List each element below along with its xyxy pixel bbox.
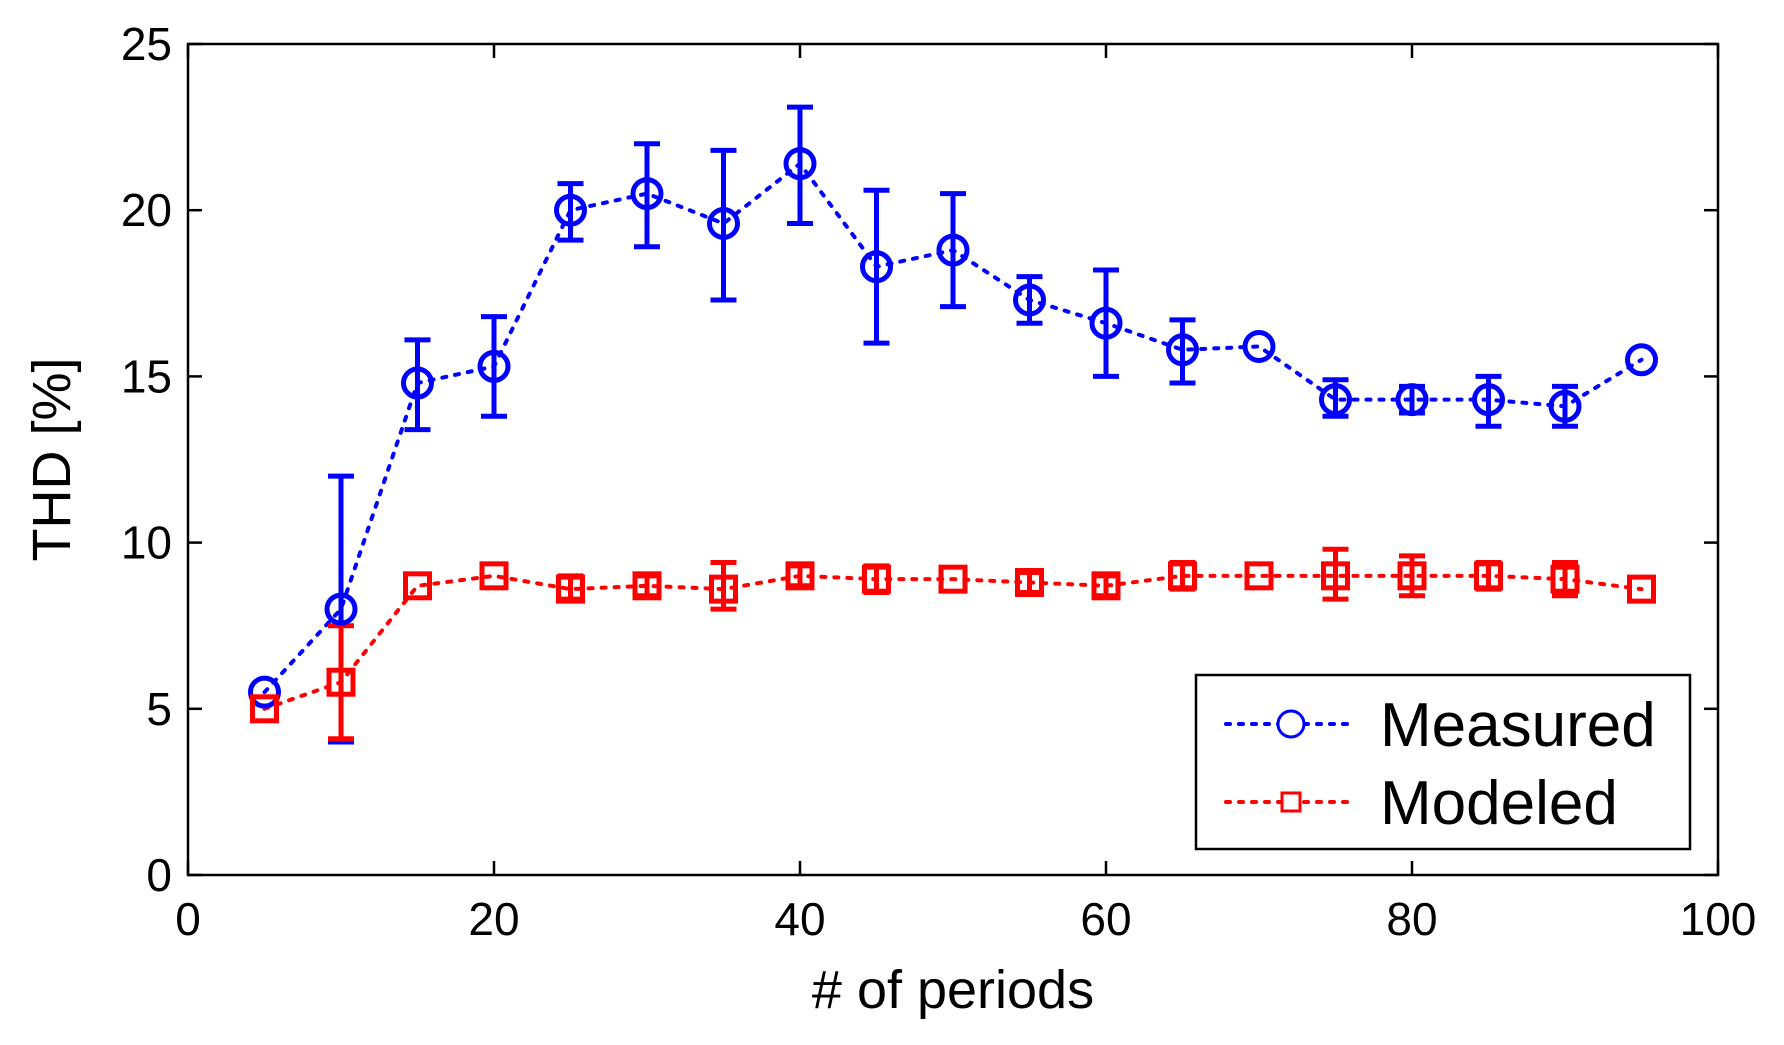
x-tick-label: 60: [1080, 893, 1131, 945]
measured-point: [707, 206, 740, 240]
measured-point: [860, 250, 893, 284]
modeled-point: [326, 667, 356, 697]
measured-point: [477, 349, 511, 383]
modeled-point: [403, 571, 432, 601]
modeled-point: [1091, 571, 1121, 601]
x-tick-label: 80: [1386, 893, 1437, 945]
y-tick-label: 15: [121, 350, 172, 402]
legend-box: [1194, 673, 1692, 851]
measured-point: [1625, 343, 1658, 377]
modeled-point: [1015, 567, 1044, 597]
modeled-point: [250, 694, 279, 724]
modeled-point: [479, 561, 509, 591]
measured-point: [1472, 383, 1505, 417]
y-tick-label: 25: [121, 18, 172, 70]
measured-point: [1242, 329, 1276, 363]
legend-modeled-label: Modeled: [1380, 769, 1618, 838]
modeled-point: [1168, 561, 1197, 591]
measured-point: [1395, 383, 1429, 417]
modeled-point: [938, 564, 968, 594]
y-tick-label: 10: [121, 517, 172, 569]
measured-point: [1166, 333, 1199, 367]
x-tick-label: 0: [175, 893, 201, 945]
x-axis-label: # of periods: [812, 960, 1094, 1020]
modeled-point: [1627, 574, 1656, 604]
legend-measured-marker: [1276, 709, 1306, 739]
axis-ticks: 0 20 40 60 80 100 0 5 10 15 20 25: [121, 18, 1757, 945]
measured-point: [1319, 383, 1352, 417]
legend-measured-label: Measured: [1380, 691, 1656, 760]
modeled-point: [862, 564, 891, 594]
modeled-point: [556, 574, 585, 604]
measured-point: [401, 366, 434, 400]
x-tick-label: 100: [1680, 893, 1757, 945]
y-axis-label: THD [%]: [22, 357, 82, 561]
measured-point: [1089, 306, 1123, 340]
measured-point: [1013, 283, 1046, 317]
measured-point: [324, 592, 358, 626]
series-markers: [248, 147, 1658, 724]
modeled-point: [785, 561, 815, 591]
modeled-point: [1550, 564, 1580, 594]
y-tick-label: 0: [146, 849, 172, 901]
measured-point: [248, 675, 281, 709]
y-tick-label: 5: [146, 683, 172, 735]
measured-point: [554, 193, 587, 227]
modeled-point: [1321, 561, 1350, 591]
legend-modeled-marker: [1280, 791, 1302, 813]
plot-area: [186, 42, 1720, 877]
y-tick-label: 20: [121, 184, 172, 236]
measured-point: [783, 147, 817, 181]
x-tick-label: 20: [468, 893, 519, 945]
legend: Measured Modeled: [1194, 673, 1692, 851]
x-tick-label: 40: [774, 893, 825, 945]
modeled-point: [1474, 561, 1503, 591]
modeled-point: [1244, 561, 1274, 591]
modeled-line: [262, 573, 1644, 711]
measured-point: [936, 233, 970, 267]
modeled-point: [709, 574, 738, 604]
modeled-point: [1397, 561, 1427, 591]
measured-point: [1548, 389, 1582, 423]
measured-point: [630, 177, 664, 211]
modeled-point: [632, 571, 662, 601]
